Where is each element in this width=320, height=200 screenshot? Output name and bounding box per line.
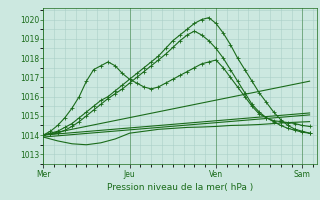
- X-axis label: Pression niveau de la mer( hPa ): Pression niveau de la mer( hPa ): [107, 183, 253, 192]
